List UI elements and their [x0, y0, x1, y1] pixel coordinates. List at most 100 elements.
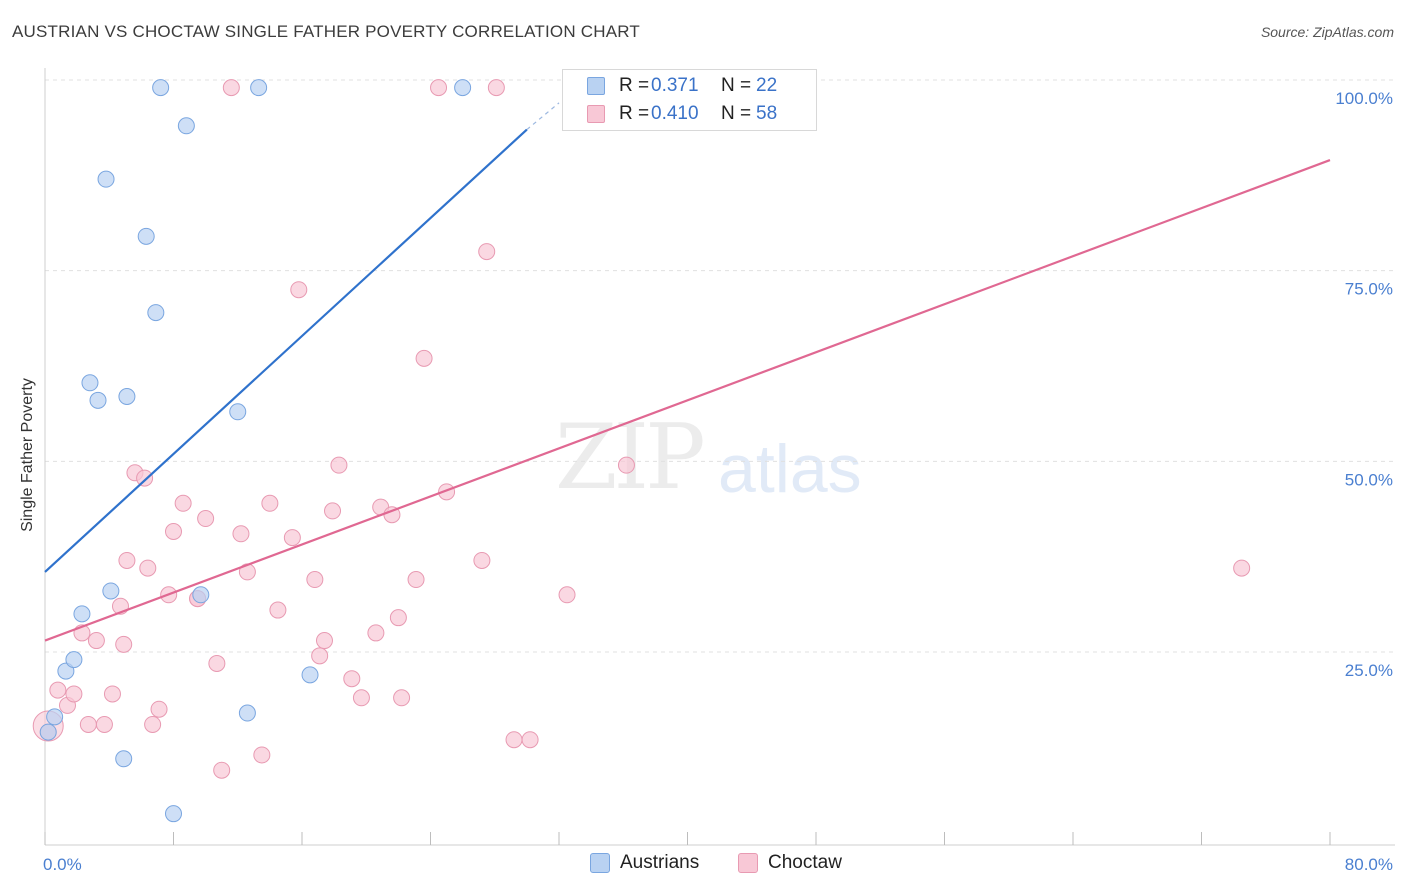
legend-label-choctaw: Choctaw [768, 852, 842, 873]
austrians-point [39, 723, 57, 741]
choctaw-point [407, 571, 425, 589]
austrians-point [165, 805, 182, 823]
austrians-point [177, 117, 195, 135]
tick-labels: 25.0% 50.0% 75.0% 100.0% 0.0% 80.0% [43, 89, 1393, 874]
choctaw-point [473, 551, 491, 569]
choctaw-point [324, 502, 342, 520]
choctaw-point [315, 632, 333, 650]
austrians-swatch [587, 77, 605, 95]
choctaw-point [150, 700, 168, 718]
austrians-trend-line [44, 128, 528, 573]
x-tick-label: 80.0% [1345, 855, 1393, 874]
choctaw-point [389, 609, 407, 627]
austrians-point [137, 227, 155, 245]
source-credit: Source: ZipAtlas.com [1260, 24, 1394, 40]
austrians-point [73, 605, 91, 623]
austrians-point [301, 666, 319, 684]
choctaw-point [367, 624, 385, 642]
choctaw-point [290, 281, 308, 299]
austrians-point [102, 582, 120, 600]
choctaw-point [617, 456, 635, 474]
watermark-atlas: atlas [718, 431, 862, 507]
choctaw-points [32, 79, 1251, 779]
correlation-legend: R = 0.371 N = 22 R = 0.410 N = 58 [562, 69, 817, 131]
choctaw-point [1233, 559, 1251, 577]
choctaw-point [430, 79, 448, 97]
austrians-points [39, 79, 472, 823]
n-value: 58 [756, 103, 778, 124]
choctaw-point [393, 689, 411, 707]
r-value: 0.410 [651, 103, 699, 124]
y-tick-label: 75.0% [1345, 280, 1393, 299]
x-tick-label: 0.0% [43, 855, 82, 874]
series-legend: Austrians Choctaw [0, 852, 1406, 876]
choctaw-point [136, 469, 154, 487]
chart-title: AUSTRIAN VS CHOCTAW SINGLE FATHER POVERT… [12, 22, 640, 41]
legend-item-choctaw[interactable]: Choctaw [738, 852, 842, 874]
n-label: N = [721, 103, 752, 124]
austrians-point [250, 79, 268, 97]
choctaw-point [478, 243, 496, 261]
n-label: N = [721, 75, 752, 96]
choctaw-point [352, 689, 370, 707]
trend-lines [44, 102, 1331, 642]
choctaw-point [343, 670, 361, 688]
choctaw-point [79, 715, 97, 733]
choctaw-point [103, 685, 121, 703]
r-label: R = [619, 75, 650, 96]
austrians-point [152, 79, 170, 97]
choctaw-point [253, 746, 271, 764]
choctaw-point [208, 654, 226, 672]
austrians-point [97, 170, 115, 188]
austrians-point [115, 750, 133, 768]
choctaw-point [306, 571, 324, 589]
choctaw-point [269, 601, 287, 619]
choctaw-point [165, 522, 182, 540]
choctaw-point [197, 510, 215, 528]
legend-label-austrians: Austrians [620, 852, 700, 873]
austrians-point [65, 651, 83, 669]
legend-row-choctaw: R = 0.410 N = 58 [587, 102, 777, 126]
choctaw-point [174, 494, 192, 512]
choctaw-point [415, 349, 433, 367]
choctaw-point [311, 647, 329, 665]
choctaw-point [232, 525, 250, 543]
austrians-trend-extension [526, 102, 560, 131]
choctaw-point [65, 685, 83, 703]
choctaw-point [505, 731, 523, 749]
axes [44, 68, 1395, 846]
austrians-point [454, 79, 472, 97]
austrians-point [238, 704, 256, 722]
y-tick-label: 100.0% [1335, 89, 1393, 108]
choctaw-swatch [587, 105, 605, 123]
choctaw-point [487, 79, 505, 97]
austrians-point [229, 403, 247, 421]
choctaw-point [222, 79, 240, 97]
austrians-point [147, 304, 165, 322]
choctaw-legend-swatch [738, 853, 758, 873]
austrians-point [118, 388, 136, 406]
choctaw-point [283, 529, 301, 547]
choctaw-point [213, 761, 231, 779]
choctaw-point [521, 731, 539, 749]
r-label: R = [619, 103, 650, 124]
choctaw-point [118, 551, 136, 569]
choctaw-point [87, 632, 105, 650]
y-tick-label: 50.0% [1345, 470, 1393, 489]
austrians-legend-swatch [590, 853, 610, 873]
legend-item-austrians[interactable]: Austrians [590, 852, 699, 874]
austrians-point [89, 391, 107, 409]
choctaw-point [144, 715, 162, 733]
austrians-point [46, 708, 64, 726]
choctaw-point [139, 559, 157, 577]
austrians-point [81, 374, 99, 392]
choctaw-point [558, 586, 576, 604]
choctaw-point [115, 635, 133, 653]
choctaw-point [49, 681, 67, 699]
r-value: 0.371 [651, 75, 699, 96]
austrians-point [192, 586, 210, 604]
y-tick-label: 25.0% [1345, 661, 1393, 680]
choctaw-point [330, 456, 348, 474]
legend-row-austrians: R = 0.371 N = 22 [587, 74, 777, 98]
